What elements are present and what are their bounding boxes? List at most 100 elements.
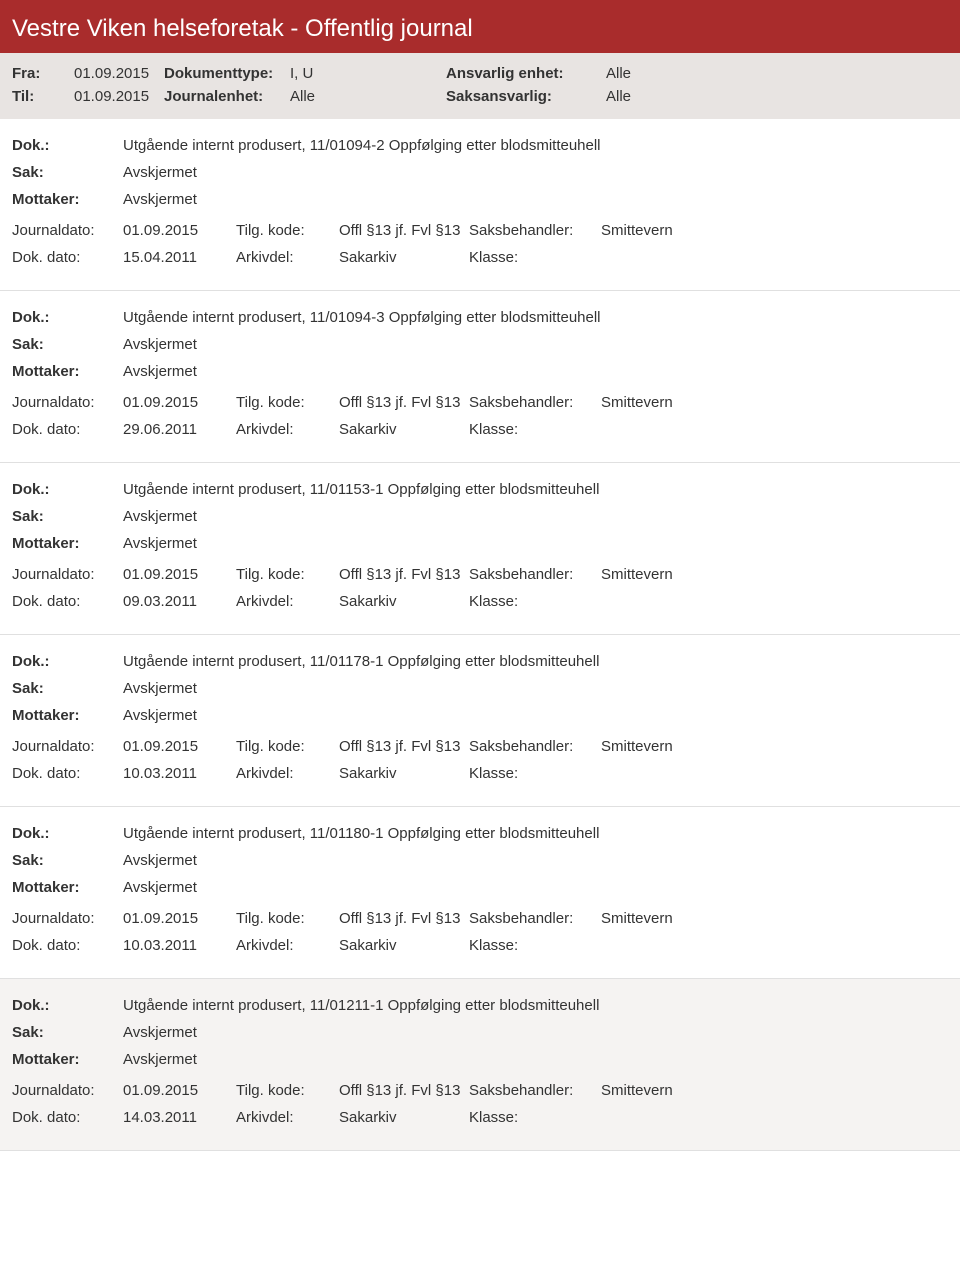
saksbehandler-label: Saksbehandler: — [469, 394, 601, 411]
dok-label: Dok.: — [12, 825, 123, 842]
mottaker-value: Avskjermet — [123, 363, 948, 380]
dok-label: Dok.: — [12, 653, 123, 670]
sak-value: Avskjermet — [123, 508, 948, 525]
tilgkode-label: Tilg. kode: — [236, 1082, 339, 1099]
doktype-value: I, U — [290, 65, 446, 82]
tilgkode-label: Tilg. kode: — [236, 566, 339, 583]
dok-value: Utgående internt produsert, 11/01094-2 O… — [123, 137, 948, 154]
journal-entry: Dok.: Utgående internt produsert, 11/012… — [0, 979, 960, 1151]
journaldato-label: Journaldato: — [12, 566, 123, 583]
journaldato-value: 01.09.2015 — [123, 738, 236, 755]
fra-value: 01.09.2015 — [74, 65, 164, 82]
dokdato-value: 10.03.2011 — [123, 937, 236, 954]
sak-label: Sak: — [12, 852, 123, 869]
journal-entry: Dok.: Utgående internt produsert, 11/011… — [0, 807, 960, 979]
dok-value: Utgående internt produsert, 11/01178-1 O… — [123, 653, 948, 670]
til-value: 01.09.2015 — [74, 88, 164, 105]
dok-value: Utgående internt produsert, 11/01211-1 O… — [123, 997, 948, 1014]
sak-value: Avskjermet — [123, 1024, 948, 1041]
sak-label: Sak: — [12, 1024, 123, 1041]
journal-entry: Dok.: Utgående internt produsert, 11/010… — [0, 291, 960, 463]
dokdato-label: Dok. dato: — [12, 421, 123, 438]
saksbehandler-label: Saksbehandler: — [469, 222, 601, 239]
dokdato-label: Dok. dato: — [12, 937, 123, 954]
saksbehandler-value: Smittevern — [601, 394, 948, 411]
tilgkode-value: Offl §13 jf. Fvl §13 — [339, 394, 469, 411]
saksbehandler-value: Smittevern — [601, 566, 948, 583]
arkivdel-value: Sakarkiv — [339, 765, 469, 782]
klasse-label: Klasse: — [469, 765, 601, 782]
tilgkode-value: Offl §13 jf. Fvl §13 — [339, 738, 469, 755]
dok-label: Dok.: — [12, 481, 123, 498]
header-meta: Fra: 01.09.2015 Dokumenttype: I, U Ansva… — [0, 53, 960, 119]
dok-label: Dok.: — [12, 997, 123, 1014]
mottaker-label: Mottaker: — [12, 707, 123, 724]
journaldato-value: 01.09.2015 — [123, 1082, 236, 1099]
ansvarlig-value: Alle — [606, 65, 948, 82]
dok-value: Utgående internt produsert, 11/01180-1 O… — [123, 825, 948, 842]
mottaker-label: Mottaker: — [12, 535, 123, 552]
til-label: Til: — [12, 88, 74, 105]
sak-label: Sak: — [12, 680, 123, 697]
arkivdel-value: Sakarkiv — [339, 593, 469, 610]
saksbehandler-value: Smittevern — [601, 910, 948, 927]
dokdato-label: Dok. dato: — [12, 593, 123, 610]
arkivdel-label: Arkivdel: — [236, 593, 339, 610]
sak-label: Sak: — [12, 336, 123, 353]
journal-entry: Dok.: Utgående internt produsert, 11/011… — [0, 463, 960, 635]
saksbehandler-value: Smittevern — [601, 222, 948, 239]
dokdato-value: 09.03.2011 — [123, 593, 236, 610]
journaldato-label: Journaldato: — [12, 910, 123, 927]
mottaker-label: Mottaker: — [12, 191, 123, 208]
arkivdel-value: Sakarkiv — [339, 937, 469, 954]
journaldato-value: 01.09.2015 — [123, 394, 236, 411]
dok-label: Dok.: — [12, 137, 123, 154]
page-title: Vestre Viken helseforetak - Offentlig jo… — [0, 5, 960, 53]
tilgkode-label: Tilg. kode: — [236, 394, 339, 411]
sak-value: Avskjermet — [123, 680, 948, 697]
dokdato-value: 29.06.2011 — [123, 421, 236, 438]
tilgkode-value: Offl §13 jf. Fvl §13 — [339, 222, 469, 239]
tilgkode-value: Offl §13 jf. Fvl §13 — [339, 566, 469, 583]
journaldato-label: Journaldato: — [12, 394, 123, 411]
saksbehandler-label: Saksbehandler: — [469, 1082, 601, 1099]
saksbehandler-label: Saksbehandler: — [469, 738, 601, 755]
dok-value: Utgående internt produsert, 11/01094-3 O… — [123, 309, 948, 326]
journaldato-label: Journaldato: — [12, 1082, 123, 1099]
dokdato-label: Dok. dato: — [12, 1109, 123, 1126]
ansvarlig-label: Ansvarlig enhet: — [446, 65, 606, 82]
journaldato-value: 01.09.2015 — [123, 566, 236, 583]
dokdato-label: Dok. dato: — [12, 765, 123, 782]
mottaker-label: Mottaker: — [12, 1051, 123, 1068]
meta-row-1: Fra: 01.09.2015 Dokumenttype: I, U Ansva… — [12, 65, 948, 82]
dokdato-value: 14.03.2011 — [123, 1109, 236, 1126]
journaldato-value: 01.09.2015 — [123, 222, 236, 239]
saksbehandler-value: Smittevern — [601, 738, 948, 755]
arkivdel-label: Arkivdel: — [236, 249, 339, 266]
doktype-label: Dokumenttype: — [164, 65, 290, 82]
arkivdel-label: Arkivdel: — [236, 1109, 339, 1126]
tilgkode-value: Offl §13 jf. Fvl §13 — [339, 910, 469, 927]
dokdato-value: 10.03.2011 — [123, 765, 236, 782]
tilgkode-value: Offl §13 jf. Fvl §13 — [339, 1082, 469, 1099]
tilgkode-label: Tilg. kode: — [236, 738, 339, 755]
sak-label: Sak: — [12, 164, 123, 181]
mottaker-label: Mottaker: — [12, 363, 123, 380]
arkivdel-value: Sakarkiv — [339, 249, 469, 266]
klasse-label: Klasse: — [469, 1109, 601, 1126]
mottaker-value: Avskjermet — [123, 1051, 948, 1068]
dok-label: Dok.: — [12, 309, 123, 326]
journal-entry: Dok.: Utgående internt produsert, 11/010… — [0, 119, 960, 291]
tilgkode-label: Tilg. kode: — [236, 910, 339, 927]
journal-entry: Dok.: Utgående internt produsert, 11/011… — [0, 635, 960, 807]
sak-value: Avskjermet — [123, 164, 948, 181]
arkivdel-label: Arkivdel: — [236, 421, 339, 438]
saksbehandler-label: Saksbehandler: — [469, 566, 601, 583]
entries-container: Dok.: Utgående internt produsert, 11/010… — [0, 119, 960, 1151]
mottaker-value: Avskjermet — [123, 879, 948, 896]
sak-value: Avskjermet — [123, 852, 948, 869]
mottaker-value: Avskjermet — [123, 707, 948, 724]
tilgkode-label: Tilg. kode: — [236, 222, 339, 239]
klasse-label: Klasse: — [469, 593, 601, 610]
journaldato-label: Journaldato: — [12, 738, 123, 755]
